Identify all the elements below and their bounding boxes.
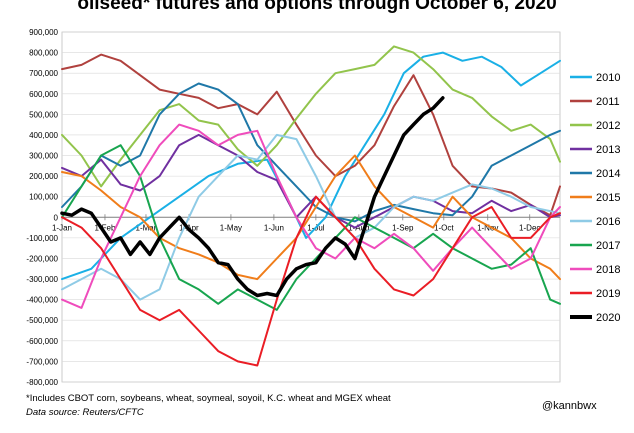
- footnote: *Includes CBOT corn, soybeans, wheat, so…: [26, 393, 391, 404]
- x-tick-label: 1-Dec: [519, 223, 540, 232]
- series-line-2020: [60, 96, 445, 298]
- y-tick-label: 700,000: [29, 69, 58, 78]
- series-line-2016: [61, 133, 561, 301]
- y-tick-label: -200,000: [26, 254, 58, 263]
- y-tick-label: 0: [54, 213, 59, 222]
- y-tick-label: -700,000: [26, 357, 58, 366]
- x-tick-label: 1-Oct: [434, 223, 454, 232]
- y-tick-label: 400,000: [29, 131, 58, 140]
- y-tick-label: 900,000: [29, 28, 58, 37]
- series-line-2010: [61, 51, 561, 281]
- grid-layer: [61, 31, 561, 383]
- legend-label-2015: 2015: [596, 192, 620, 204]
- series-line-2015: [61, 154, 561, 281]
- y-tick-label: -100,000: [26, 234, 58, 243]
- legend-label-2010: 2010: [596, 72, 620, 84]
- x-tick-label: 1-Nov: [477, 223, 498, 232]
- y-tick-label: -500,000: [26, 316, 58, 325]
- data-source: Data source: Reuters/CFTC: [26, 407, 144, 418]
- x-tick-label: 1-Sep: [392, 223, 414, 232]
- y-tick-label: 300,000: [29, 152, 58, 161]
- series-line-2019: [61, 195, 561, 367]
- legend-label-2011: 2011: [596, 96, 620, 108]
- legend-label-2019: 2019: [596, 288, 620, 300]
- y-tick-label: -600,000: [26, 337, 58, 346]
- series-line-2012: [61, 45, 561, 188]
- legend-label-2020: 2020: [596, 312, 620, 324]
- y-tick-label: -300,000: [26, 275, 58, 284]
- x-tick-label: 1-Feb: [95, 223, 116, 232]
- legend-label-2013: 2013: [596, 144, 620, 156]
- series-lines: [60, 45, 561, 367]
- chart-title: oilseed* futures and options through Oct…: [77, 0, 557, 14]
- x-tick-label: 1-May: [220, 223, 242, 232]
- y-tick-label: -800,000: [26, 378, 58, 387]
- y-tick-label: 100,000: [29, 193, 58, 202]
- y-tick-label: 200,000: [29, 172, 58, 181]
- series-line-2017: [61, 144, 561, 311]
- legend-label-2012: 2012: [596, 120, 620, 132]
- series-line-2014: [61, 82, 561, 223]
- author-handle: @kannbwx: [542, 400, 597, 412]
- legend: 2010 2011 2012 2013 2014 2015 2016 2017 2018 2019…: [570, 72, 620, 324]
- x-tick-label: 1-Jun: [264, 223, 284, 232]
- legend-label-2017: 2017: [596, 240, 620, 252]
- x-tick-label: 1-Aug: [348, 223, 369, 232]
- legend-label-2014: 2014: [596, 168, 620, 180]
- y-tick-label: 600,000: [29, 90, 58, 99]
- y-tick-label: 800,000: [29, 49, 58, 58]
- x-tick-label: 1-Jan: [52, 223, 72, 232]
- series-line-2018: [61, 123, 561, 309]
- y-tick-label: 500,000: [29, 110, 58, 119]
- legend-label-2016: 2016: [596, 216, 620, 228]
- y-tick-label: -400,000: [26, 296, 58, 305]
- x-tick-label: 1-Mar: [136, 223, 157, 232]
- y-axis-ticks: 900,000 800,000 700,000 600,000 500,000 400,0…: [26, 28, 58, 387]
- legend-label-2018: 2018: [596, 264, 620, 276]
